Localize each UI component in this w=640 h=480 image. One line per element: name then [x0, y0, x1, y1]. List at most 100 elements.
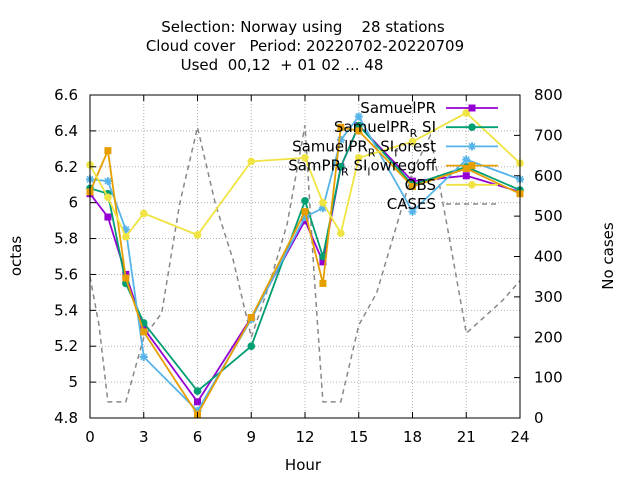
- data-point: [122, 232, 130, 241]
- data-point: [247, 342, 256, 351]
- x-tick-label: 24: [510, 428, 529, 446]
- data-point-stroke: [462, 156, 470, 164]
- data-point: [468, 162, 476, 170]
- legend-label: CASES: [387, 195, 436, 213]
- y-tick-label: 6.6: [54, 86, 78, 104]
- series-cases: [89, 125, 521, 403]
- x-tick-label: 18: [403, 428, 422, 446]
- legend-item: SamPRR SIlowregoff: [288, 157, 498, 179]
- y-tick-label: 4.8: [54, 409, 78, 427]
- legend-item: SamuelPRR SIforest: [292, 137, 498, 159]
- y-tick-label: 6.4: [54, 122, 78, 140]
- data-point-stroke: [468, 142, 476, 150]
- data-point: [462, 155, 471, 164]
- x-axis-label: Hour: [285, 456, 322, 474]
- series-line: [89, 125, 521, 403]
- x-tick-label: 0: [85, 428, 95, 446]
- y2-axis-label: No cases: [599, 222, 617, 290]
- data-point: [337, 229, 345, 237]
- y-tick-label: 5.4: [54, 301, 78, 319]
- y2-tick-label: 300: [534, 288, 563, 306]
- data-point: [468, 123, 476, 131]
- series-obs: [86, 109, 524, 241]
- y2-tick-label: 400: [534, 248, 563, 266]
- data-point: [468, 104, 476, 112]
- legend-label: OBS: [405, 176, 436, 194]
- data-point: [194, 398, 201, 406]
- legend-label: SamuelPRR SI: [334, 118, 436, 140]
- x-tick-label: 15: [349, 428, 368, 446]
- x-tick-label: 12: [295, 428, 314, 446]
- data-point: [193, 387, 202, 395]
- y2-tick-label: 600: [534, 167, 563, 185]
- y2-tick-label: 100: [534, 369, 563, 387]
- legend-item: CASES: [387, 195, 498, 213]
- y-tick-label: 6: [68, 194, 78, 212]
- data-point: [104, 193, 112, 202]
- title-line-3: Used 00,12 + 01 02 ... 48: [181, 56, 384, 74]
- data-point: [354, 112, 363, 121]
- y-tick-label: 5.2: [54, 337, 78, 355]
- data-point: [193, 231, 202, 239]
- axis-ticks: 0 3 6 9 12 15 18 21 24 4.8 5 5.2 5.4 5.6 5.8 6 6.2 6.4 6.6…: [54, 86, 563, 446]
- legend-label: SamuelPRR SIforest: [292, 137, 436, 159]
- y-tick-label: 6.2: [54, 158, 78, 176]
- data-point-stroke: [140, 353, 148, 361]
- data-point: [247, 157, 256, 166]
- data-point: [140, 328, 148, 336]
- x-tick-label: 9: [246, 428, 256, 446]
- data-point: [301, 208, 309, 216]
- data-point: [140, 324, 148, 332]
- legend-label: SamPRR SIlowregoff: [288, 157, 436, 179]
- legend-label: SamuelPR: [360, 99, 436, 117]
- y-tick-label: 5: [68, 373, 78, 391]
- data-point: [468, 142, 476, 151]
- data-point: [104, 213, 112, 221]
- data-point: [337, 162, 345, 171]
- x-tick-label: 3: [139, 428, 149, 446]
- data-point: [409, 183, 416, 191]
- data-point: [122, 274, 130, 282]
- data-point: [301, 154, 309, 162]
- y-tick-label: 5.6: [54, 265, 78, 283]
- data-point: [319, 198, 327, 207]
- title-line-2: Cloud cover Period: 20220702-20220709: [146, 37, 464, 55]
- data-point: [355, 127, 363, 135]
- data-point: [319, 252, 327, 261]
- series-layer: [86, 109, 524, 418]
- legend-item: SamuelPR: [360, 99, 498, 117]
- data-point-stroke: [408, 208, 417, 216]
- title-line-1: Selection: Norway using 28 stations: [161, 18, 445, 36]
- y2-tick-label: 200: [534, 328, 563, 346]
- data-point: [354, 154, 363, 162]
- data-point: [337, 123, 345, 131]
- data-point: [139, 209, 148, 218]
- data-point: [462, 172, 470, 180]
- y-axis-label: octas: [7, 236, 25, 276]
- y-tick-label: 5.8: [54, 230, 78, 248]
- y2-tick-label: 700: [534, 126, 563, 144]
- data-point-stroke: [104, 177, 112, 185]
- data-point: [139, 352, 148, 361]
- data-point: [408, 207, 417, 216]
- legend-item: OBS: [405, 176, 498, 194]
- y2-tick-label: 800: [534, 86, 563, 104]
- data-point: [462, 109, 471, 117]
- x-tick-label: 6: [193, 428, 203, 446]
- data-point: [468, 181, 476, 189]
- data-point-stroke: [355, 113, 363, 121]
- data-point: [319, 279, 327, 287]
- y2-tick-label: 500: [534, 207, 563, 225]
- chart-title: Selection: Norway using 28 stations Clou…: [146, 18, 464, 74]
- y2-tick-label: 0: [534, 409, 544, 427]
- data-point: [247, 314, 255, 322]
- x-tick-label: 21: [457, 428, 476, 446]
- data-point: [103, 177, 112, 186]
- data-point: [104, 147, 112, 155]
- data-point: [319, 258, 327, 266]
- data-point: [301, 197, 309, 205]
- data-point: [462, 165, 470, 173]
- legend-item: SamuelPRR SI: [334, 118, 498, 140]
